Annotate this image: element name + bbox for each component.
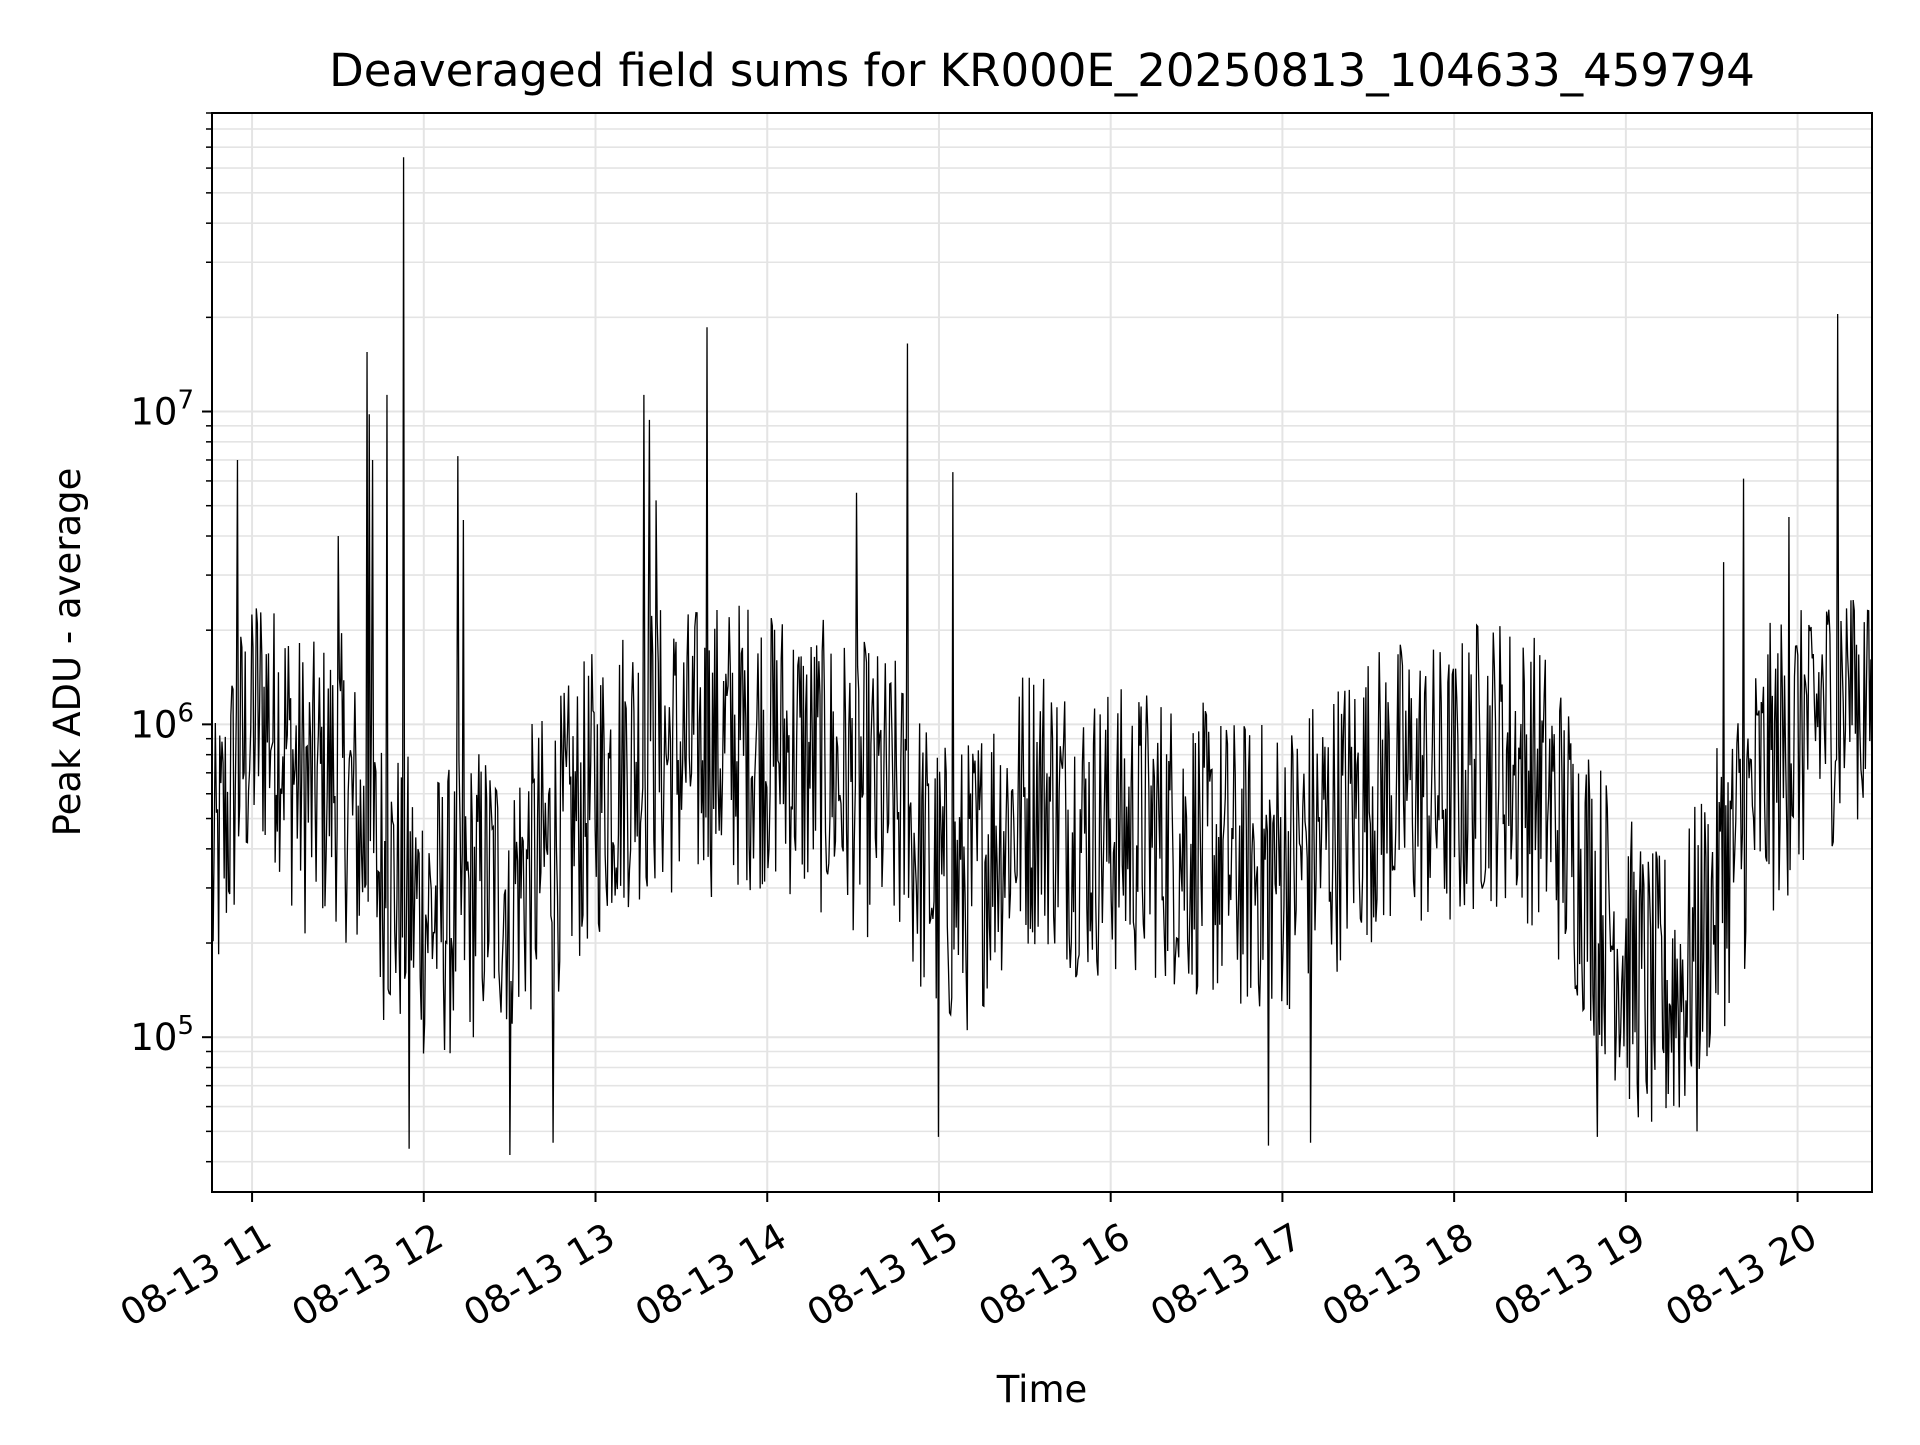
chart-title: Deaveraged field sums for KR000E_2025081… [329,44,1755,97]
y-tick-label: 106 [130,698,194,746]
data-series [211,157,1873,1156]
plot-frame [211,112,1873,1193]
y-axis-label: Peak ADU - average [46,468,89,837]
axis-ticks [202,112,1799,1202]
x-axis-label: Time [996,1368,1088,1411]
y-tick-label: 107 [130,386,194,434]
series-line [211,157,1873,1156]
y-tick-label: 105 [130,1011,194,1059]
y-tick-labels: 105 106 107 [130,386,194,1060]
